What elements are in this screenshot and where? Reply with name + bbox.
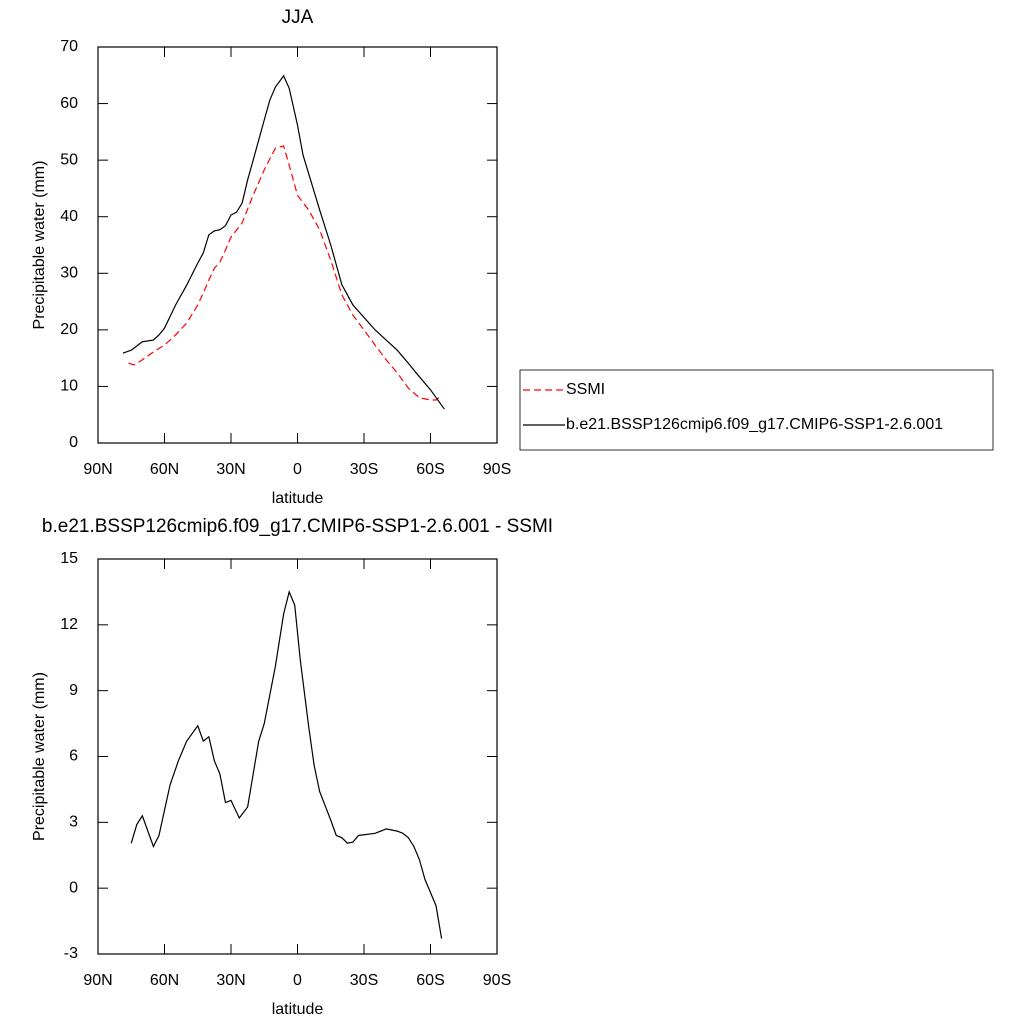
data-line: [128, 145, 442, 401]
x-tick-label: 60S: [416, 972, 444, 989]
plot-frame: [97, 46, 498, 444]
x-tick-label: 90S: [483, 972, 511, 989]
y-tick-label: 0: [69, 434, 78, 451]
legend-box: [519, 369, 994, 451]
y-tick-label: 70: [60, 38, 78, 55]
y-tick-label: -3: [64, 945, 78, 962]
x-tick-label: 30N: [216, 461, 245, 478]
chart-title: JJA: [282, 7, 314, 28]
x-tick-label: 0: [293, 461, 302, 478]
y-tick-label: 10: [60, 378, 78, 395]
x-tick-label: 30S: [350, 461, 378, 478]
x-tick-label: 0: [293, 972, 302, 989]
x-tick-label: 60S: [416, 461, 444, 478]
y-tick-label: 60: [60, 95, 78, 112]
y-tick-label: 3: [69, 814, 78, 831]
legend-label: SSMI: [566, 381, 605, 398]
data-line: [122, 74, 445, 410]
x-tick-label: 90S: [483, 461, 511, 478]
x-tick-label: 30N: [216, 972, 245, 989]
y-tick-label: 6: [69, 748, 78, 765]
y-tick-label: 20: [60, 321, 78, 338]
x-tick-label: 60N: [150, 972, 179, 989]
chart-title: b.e21.BSSP126cmip6.f09_g17.CMIP6-SSP1-2.…: [42, 516, 553, 537]
x-tick-label: 90N: [83, 461, 112, 478]
x-axis-label: latitude: [272, 1001, 324, 1018]
x-tick-label: 60N: [150, 461, 179, 478]
y-tick-label: 40: [60, 208, 78, 225]
y-tick-label: 9: [69, 682, 78, 699]
y-tick-label: 50: [60, 151, 78, 168]
data-line: [130, 590, 443, 939]
legend-label: b.e21.BSSP126cmip6.f09_g17.CMIP6-SSP1-2.…: [566, 416, 943, 433]
y-tick-label: 30: [60, 265, 78, 282]
y-axis-label: Precipitable water (mm): [31, 161, 48, 330]
y-axis-label: Precipitable water (mm): [31, 672, 48, 841]
x-tick-label: 30S: [350, 972, 378, 989]
x-tick-label: 90N: [83, 972, 112, 989]
plot-frame: [97, 558, 498, 955]
y-tick-label: 12: [60, 616, 78, 633]
y-tick-label: 0: [69, 879, 78, 896]
y-tick-label: 15: [60, 550, 78, 567]
x-axis-label: latitude: [272, 490, 324, 507]
